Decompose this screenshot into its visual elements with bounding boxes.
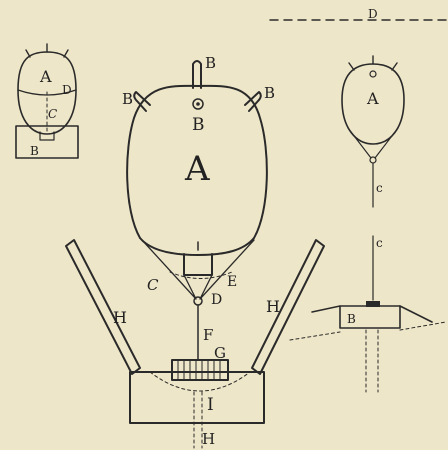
main-winch-drum [171,359,229,381]
main-anchor-post [193,391,203,449]
label-main-I: I [207,395,214,415]
label-small-left-A: A [39,67,52,86]
main-winch-coils [177,360,221,380]
label-small-right-B: B [347,312,356,326]
label-main-A: A [184,149,210,189]
main-right-pole [251,239,325,375]
label-main-D: D [211,292,222,308]
main-figure: A B B B B C E D F G H H I H [65,54,325,449]
label-small-right-A: A [366,89,379,108]
small-left-box [15,125,79,159]
label-small-right-c-upper: c [376,181,383,195]
label-small-left-C: C [48,107,57,121]
label-main-B-right: B [264,84,275,102]
small-right-net [347,127,399,159]
label-small-left-B: B [30,144,39,158]
label-small-right-c-lower: c [376,236,383,250]
label-main-E: E [227,274,237,290]
label-main-B-left: B [122,90,133,108]
main-appendix [183,253,213,276]
small-left-valves [25,43,69,58]
label-main-G: G [214,344,226,362]
main-right-valve [244,91,262,112]
main-cart-box [129,371,265,424]
small-right-valve-circle [369,70,377,78]
main-center-valve [192,98,204,110]
small-right-valves [348,55,398,71]
label-small-left-D: D [62,83,72,97]
label-main-B-center: B [192,115,205,135]
main-left-valve [133,91,151,112]
small-left-box-detail [39,131,55,141]
main-left-pole [65,239,141,375]
small-right-winch [366,301,380,307]
main-net-lines [141,239,255,300]
main-center-valve-dot [196,102,200,106]
main-dashed-line [169,271,233,279]
small-right-figure: D A c c B [269,7,447,393]
small-right-ground [289,321,447,393]
label-main-C: C [147,276,159,294]
label-small-right-D: D [368,7,378,21]
label-main-F: F [203,326,213,344]
label-main-B-top: B [205,54,216,72]
main-balloon-envelope [126,84,268,256]
small-right-balloon [341,63,405,145]
small-left-figure: A D C B [15,43,79,159]
label-main-H-bottom: H [202,430,215,448]
small-right-poles [311,305,433,323]
main-top-valve [192,60,202,89]
main-ring [193,296,203,306]
label-main-H-left: H [113,308,127,327]
small-right-ring [369,156,377,164]
main-cart-well [149,371,251,392]
label-main-H-right: H [266,297,280,316]
